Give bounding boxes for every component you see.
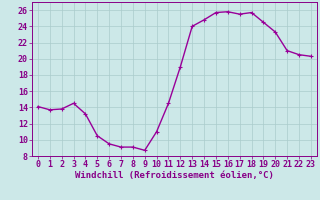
- X-axis label: Windchill (Refroidissement éolien,°C): Windchill (Refroidissement éolien,°C): [75, 171, 274, 180]
